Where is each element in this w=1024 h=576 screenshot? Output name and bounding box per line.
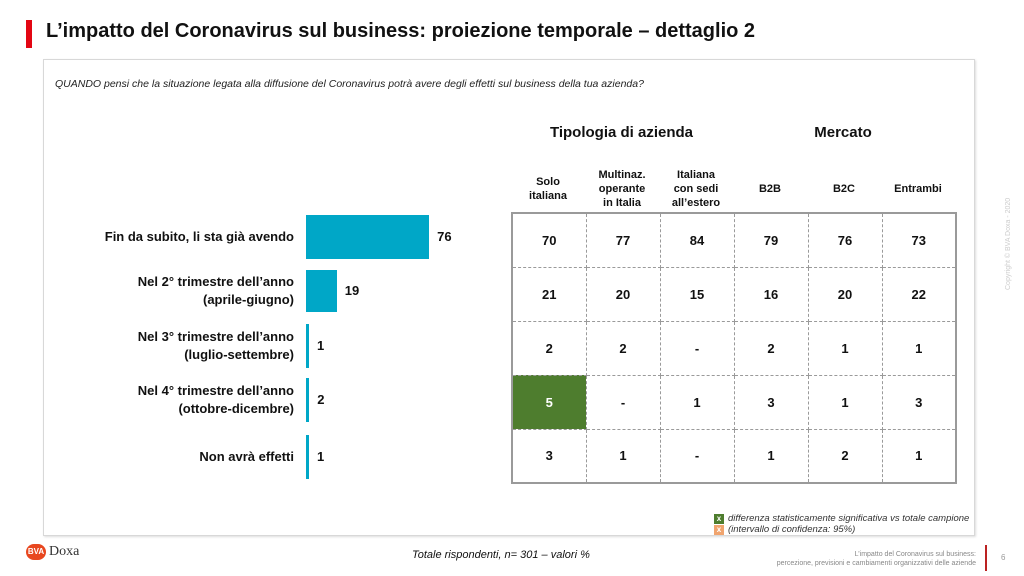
bar: [306, 270, 337, 312]
column-header: B2C: [807, 165, 881, 213]
footer-line-1: L’impatto del Coronavirus sul business:: [854, 551, 976, 558]
table-cell: 3: [511, 428, 587, 484]
column-header: Solo italiana: [511, 165, 585, 213]
column-header-line: all’estero: [671, 197, 721, 209]
legend-confidence: x (intervallo di confidenza: 95%): [714, 524, 855, 535]
table-cell: 77: [585, 212, 661, 268]
table-cell: 1: [881, 320, 957, 376]
category-label: Nel 3° trimestre dell’anno (luglio-settem…: [34, 328, 294, 364]
category-label: Fin da subito, li sta già avendo: [34, 228, 294, 246]
legend-swatch-positive: x: [714, 513, 724, 524]
table-cell: 1: [733, 428, 809, 484]
question-text: QUANDO pensi che la situazione legata al…: [55, 78, 644, 90]
table-cell: 2: [511, 320, 587, 376]
column-header: B2B: [733, 165, 807, 213]
table-cell: 1: [585, 428, 661, 484]
table-cell: 2: [807, 428, 883, 484]
bar: [306, 378, 310, 422]
table-cell: 16: [733, 266, 809, 322]
category-label: Non avrà effetti: [34, 448, 294, 466]
table-cell: 20: [585, 266, 661, 322]
column-header-line: con sedi: [673, 183, 719, 195]
legend-swatch-negative: x: [714, 524, 724, 535]
base-note: Totale rispondenti, n= 301 – valori %: [412, 549, 590, 561]
logo-mark: BVA: [26, 544, 46, 560]
table-cell: -: [585, 374, 661, 430]
logo-name: Doxa: [49, 544, 80, 559]
footer-line-2: percezione, previsioni e cambiamenti org…: [776, 560, 976, 567]
table-cell: 1: [807, 374, 883, 430]
table-cell: -: [659, 320, 735, 376]
table-cell: 2: [733, 320, 809, 376]
table-cell: 79: [733, 212, 809, 268]
category-label: Nel 4° trimestre dell’anno (ottobre-dicem…: [34, 382, 294, 418]
column-header: Italiana con sedi all’estero: [659, 165, 733, 213]
table-cell: 1: [659, 374, 735, 430]
table-cell: 3: [881, 374, 957, 430]
table-row: 21 20 15 16 20 22: [511, 266, 957, 322]
value-label: 76: [437, 229, 452, 244]
column-header-line: operante: [598, 183, 646, 195]
title-accent: [26, 20, 32, 48]
column-header-line: italiana: [529, 190, 567, 202]
table-cell: 1: [807, 320, 883, 376]
group-header-mercato: Mercato: [814, 124, 872, 141]
content-panel: [43, 59, 975, 536]
column-header-line: Italiana: [677, 169, 715, 181]
crosstab-table: 70 77 84 79 76 73 21 20 15 16 20 22 2 2-2 1 1 5-1 3 1 3 3 1-1…: [511, 212, 957, 484]
column-header: Entrambi: [881, 165, 955, 213]
category-label-line: Nel 2° trimestre dell’anno: [137, 274, 294, 289]
table-cell: 2: [585, 320, 661, 376]
column-header-line: B2B: [758, 183, 781, 195]
table-cell: 15: [659, 266, 735, 322]
category-label-line: (aprile-giugno): [203, 292, 294, 307]
bva-doxa-logo: BVA Doxa: [26, 544, 79, 560]
table-cell: 70: [511, 212, 587, 268]
column-header-line: B2C: [832, 183, 855, 195]
page-divider: [985, 545, 987, 571]
footer-subtitle: L’impatto del Coronavirus sul business: …: [777, 550, 976, 568]
value-label: 1: [317, 338, 325, 353]
value-label: 1: [317, 449, 325, 464]
column-header-line: in Italia: [603, 197, 641, 209]
category-label-line: Nel 4° trimestre dell’anno: [137, 383, 294, 398]
category-label-line: (luglio-settembre): [184, 347, 294, 362]
page-number: 6: [1001, 553, 1006, 562]
category-label-line: (ottobre-dicembre): [178, 401, 294, 416]
page-title: L’impatto del Coronavirus sul business: …: [46, 20, 756, 42]
legend-text: differenza statisticamente significativa…: [728, 513, 970, 524]
value-label: 2: [317, 392, 325, 407]
table-row: 70 77 84 79 76 73: [511, 212, 957, 268]
table-cell: 21: [511, 266, 587, 322]
table-cell: 3: [733, 374, 809, 430]
group-header-tipologia: Tipologia di azienda: [549, 124, 694, 141]
copyright: Copyright © BVA Doxa - 2020: [1005, 197, 1012, 290]
category-label-line: Fin da subito, li sta già avendo: [104, 229, 294, 244]
table-cell: 22: [881, 266, 957, 322]
column-header: Multinaz. operante in Italia: [585, 165, 659, 213]
legend-significant: x differenza statisticamente significati…: [714, 513, 969, 524]
table-cell: 76: [807, 212, 883, 268]
table-cell: 84: [659, 212, 735, 268]
value-label: 19: [344, 283, 360, 298]
category-label: Nel 2° trimestre dell’anno (aprile-giugno…: [34, 273, 294, 309]
legend-text-2: (intervallo di confidenza: 95%): [728, 524, 856, 535]
bar: [306, 215, 430, 259]
column-header-line: Multinaz.: [598, 169, 646, 181]
table-cell: -: [659, 428, 735, 484]
category-label-line: Nel 3° trimestre dell’anno: [137, 329, 294, 344]
column-header-line: Entrambi: [894, 183, 942, 195]
table-cell: 73: [881, 212, 957, 268]
bar: [306, 435, 309, 479]
column-header-line: Solo: [536, 176, 560, 188]
table-cell: 1: [881, 428, 957, 484]
bar: [306, 324, 309, 368]
category-label-line: Non avrà effetti: [199, 449, 294, 464]
table-cell: 5: [511, 374, 587, 430]
table-cell: 20: [807, 266, 883, 322]
